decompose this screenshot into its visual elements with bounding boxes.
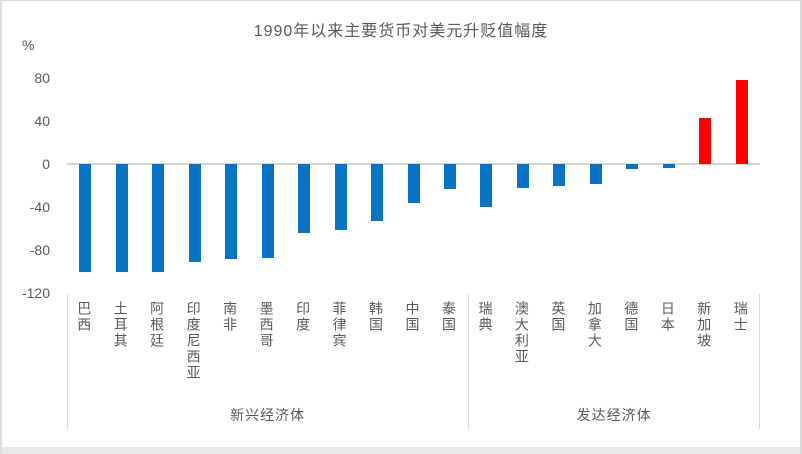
group-divider-line [67, 294, 68, 429]
category-label: 新加坡 [696, 301, 713, 349]
y-axis-tick-labels: 80 40 0 -40 -80 -120 [2, 1, 50, 454]
category-label: 印度 [295, 301, 312, 333]
chart-bar [480, 164, 493, 207]
group-label: 新兴经济体 [230, 407, 306, 423]
chart-bar [553, 164, 566, 186]
category-label: 土耳其 [112, 301, 129, 349]
category-label: 德国 [623, 301, 640, 333]
chart-bar [699, 117, 712, 164]
chart-bar [79, 164, 92, 272]
y-axis-unit-label: % [22, 37, 35, 53]
category-label: 日本 [659, 301, 676, 333]
y-tick-label: 80 [34, 70, 50, 86]
chart-bar [626, 164, 639, 170]
chart-bar [735, 80, 748, 164]
chart-bar [662, 164, 675, 169]
category-label: 泰国 [440, 301, 457, 333]
category-label: 菲律宾 [331, 301, 348, 349]
chart-bar [516, 164, 529, 188]
category-label: 澳大利亚 [513, 301, 530, 365]
chart-bar [188, 164, 201, 262]
y-tick-label: 40 [34, 113, 50, 129]
chart-bar [589, 164, 602, 185]
chart-bar [152, 164, 165, 272]
group-divider-line [759, 294, 760, 429]
chart-title: 1990年以来主要货币对美元升贬值幅度 [253, 23, 549, 40]
category-label: 阿根廷 [149, 301, 166, 349]
group-divider-line [468, 294, 470, 429]
category-label: 瑞典 [477, 301, 494, 333]
category-label: 韩国 [368, 301, 385, 333]
category-label: 中国 [404, 301, 421, 333]
y-tick-label: -120 [21, 285, 50, 301]
category-label: 巴西 [76, 301, 93, 333]
plot-area [67, 78, 760, 293]
category-label: 印度尼西亚 [185, 301, 202, 381]
group-label: 发达经济体 [576, 407, 652, 423]
y-tick-label: 0 [42, 156, 50, 172]
chart-bar [371, 164, 384, 221]
category-label: 瑞士 [732, 301, 749, 333]
chart-bar [298, 164, 311, 233]
chart-bar [334, 164, 347, 230]
category-label: 英国 [550, 301, 567, 333]
chart-bar [225, 164, 238, 259]
chart-bar [443, 164, 456, 189]
category-axis-area: 巴西 土耳其 阿根廷 印度尼西亚 南非 墨西哥 印度 菲律宾 韩国 中国 泰国 瑞典 澳大利亚 英国 加拿大… [67, 294, 760, 429]
chart-bar [261, 164, 274, 258]
chart-bar [407, 164, 420, 203]
category-label: 墨西哥 [258, 301, 275, 349]
y-tick-label: -40 [29, 199, 50, 215]
y-tick-label: -80 [29, 242, 50, 258]
category-label: 加拿大 [586, 301, 603, 349]
bottom-edge-strip [2, 447, 800, 454]
chart-bar [115, 164, 128, 272]
category-label: 南非 [222, 301, 239, 333]
